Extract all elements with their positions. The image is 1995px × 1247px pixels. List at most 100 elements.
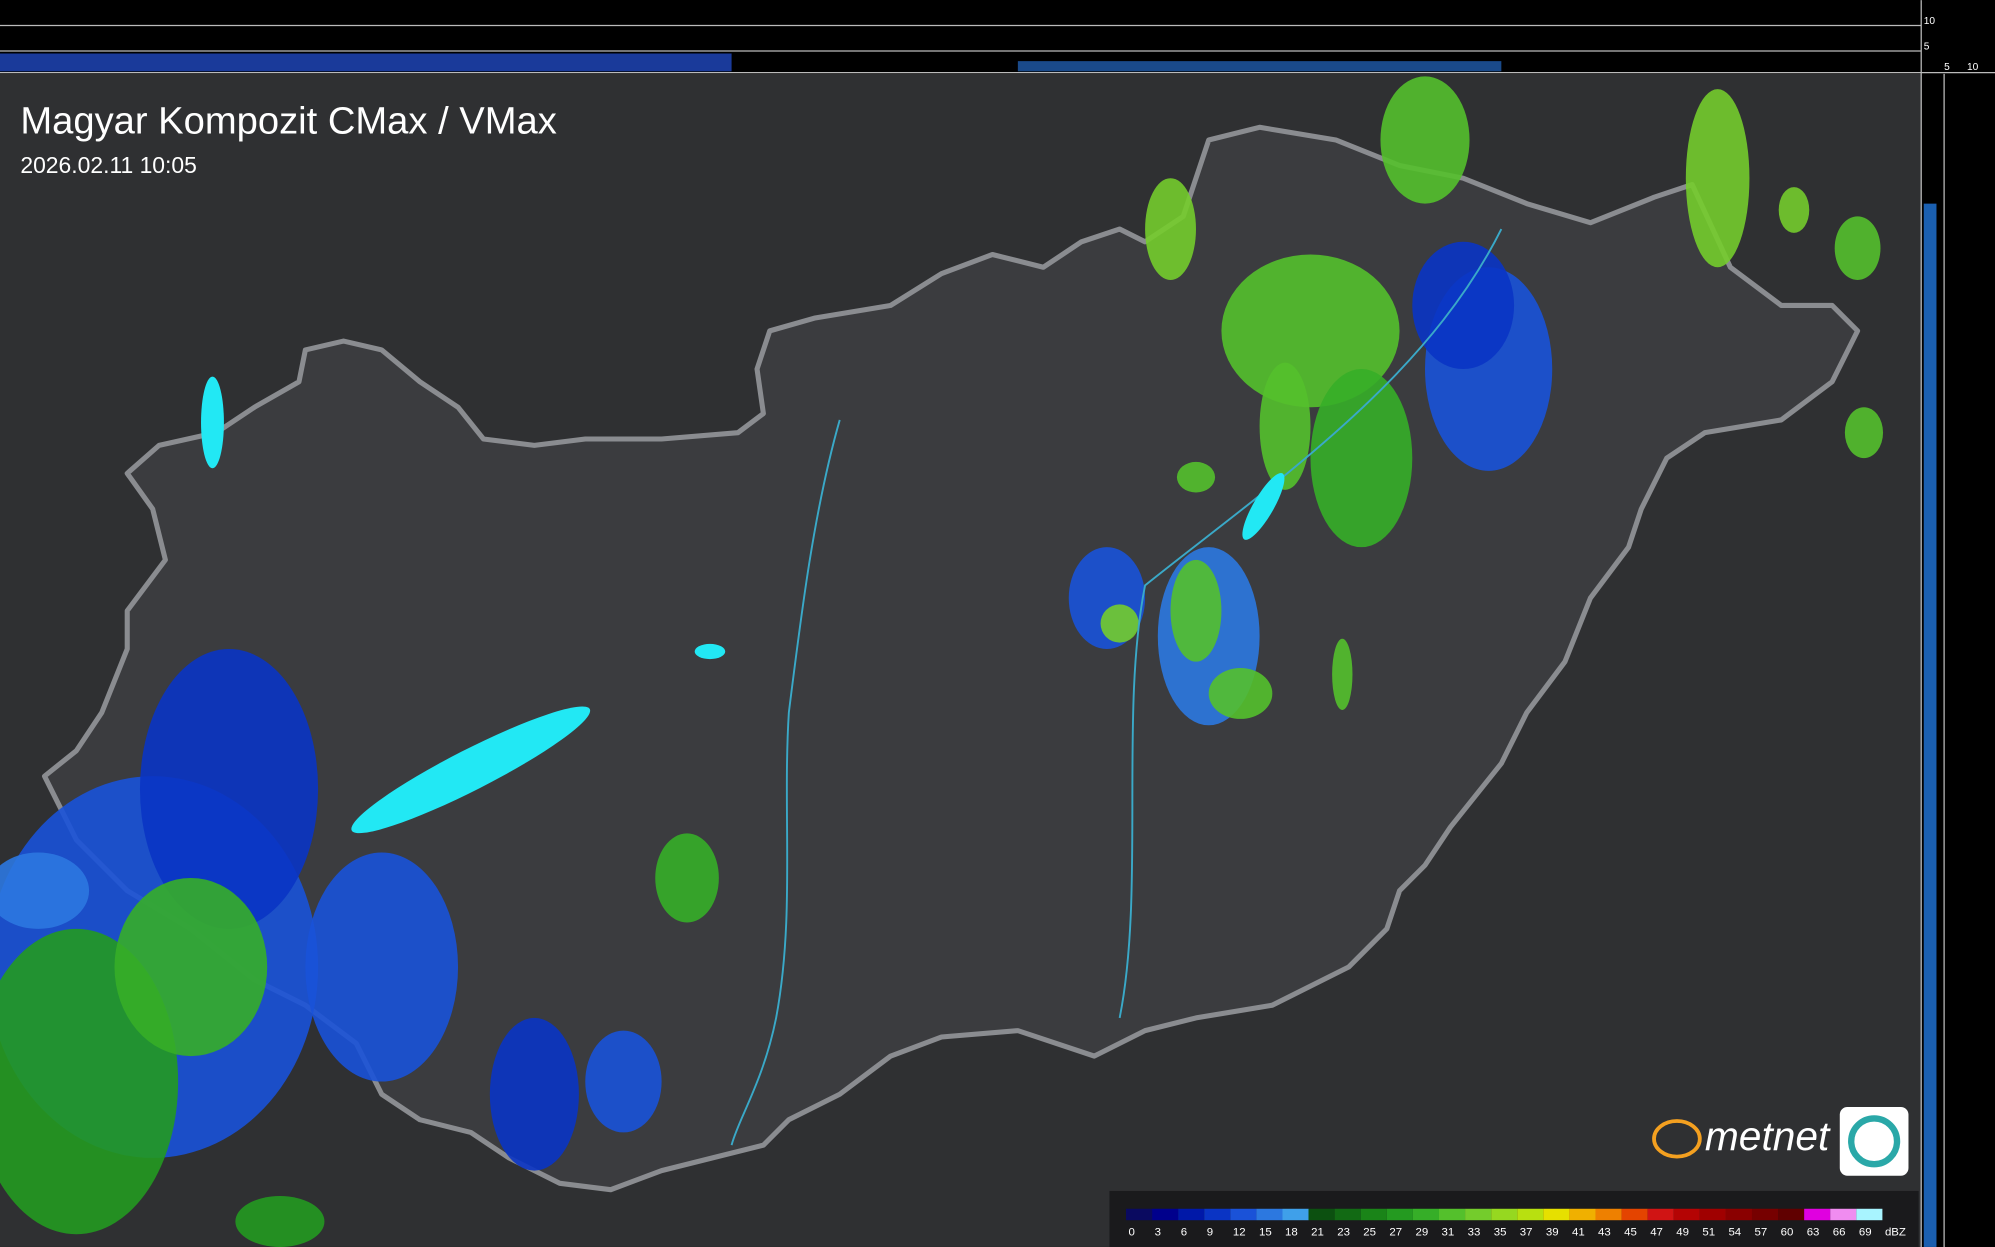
side-strip-echo — [1923, 203, 1937, 1247]
legend-swatch — [1647, 1208, 1674, 1221]
legend-swatch — [1178, 1208, 1205, 1221]
legend-swatch — [1804, 1208, 1831, 1221]
legend-label: 51 — [1702, 1226, 1715, 1238]
legend-label: 43 — [1598, 1226, 1611, 1238]
echo — [1778, 187, 1810, 233]
legend-swatch — [1751, 1208, 1779, 1221]
legend-swatch — [1517, 1208, 1544, 1221]
echo — [655, 833, 719, 923]
echo — [235, 1196, 325, 1247]
legend-swatch — [1491, 1208, 1518, 1221]
legend-swatch — [1360, 1208, 1387, 1221]
legend-swatch — [1699, 1208, 1726, 1221]
echo — [305, 852, 459, 1082]
legend-label: 57 — [1755, 1226, 1768, 1238]
scale-tick: 5 — [1924, 42, 1930, 53]
lake — [201, 376, 224, 469]
legend-label: 54 — [1728, 1226, 1741, 1238]
legend-label: 41 — [1572, 1226, 1585, 1238]
legend-swatch — [1543, 1208, 1570, 1221]
legend-label: 66 — [1833, 1226, 1846, 1238]
echo — [1834, 216, 1881, 280]
legend-label: 37 — [1520, 1226, 1533, 1238]
scale-tick: 10 — [1967, 62, 1979, 73]
legend-label: 69 — [1859, 1226, 1872, 1238]
echo — [1685, 89, 1750, 268]
echo — [0, 852, 90, 929]
legend-swatch — [1308, 1208, 1335, 1221]
legend-swatch — [1282, 1208, 1309, 1221]
lake — [1242, 473, 1285, 540]
echo — [1310, 369, 1413, 548]
logo-text: metnet — [1705, 1113, 1831, 1159]
echo — [139, 648, 319, 929]
legend-swatch — [1595, 1208, 1622, 1221]
echo — [1208, 668, 1273, 719]
legend-swatch — [1412, 1208, 1439, 1221]
echo — [1145, 178, 1196, 280]
legend-label: 21 — [1311, 1226, 1324, 1238]
legend-label: 6 — [1181, 1226, 1187, 1238]
legend-swatch — [1230, 1208, 1257, 1221]
legend-swatch — [1673, 1208, 1700, 1221]
legend-label: 18 — [1285, 1226, 1298, 1238]
echo — [1332, 638, 1353, 711]
river — [730, 419, 841, 1146]
legend-label: 33 — [1468, 1226, 1481, 1238]
echo — [1170, 559, 1222, 662]
echo — [1412, 241, 1515, 370]
legend-label: 23 — [1337, 1226, 1350, 1238]
top-strip-echo — [1017, 61, 1502, 72]
legend-label: 60 — [1781, 1226, 1794, 1238]
legend-label: 25 — [1363, 1226, 1376, 1238]
legend-swatch — [1621, 1208, 1648, 1221]
scale-tick: 5 — [1944, 62, 1950, 73]
logo: metnet — [1652, 1106, 1909, 1176]
legend-label: 12 — [1233, 1226, 1246, 1238]
legend-swatch — [1856, 1208, 1883, 1221]
legend-label: 27 — [1389, 1226, 1402, 1238]
logo-sun — [1652, 1119, 1702, 1159]
legend-swatch — [1386, 1208, 1413, 1221]
legend-label: 63 — [1807, 1226, 1820, 1238]
logo-swirl — [1848, 1115, 1901, 1168]
legend-swatch — [1569, 1208, 1596, 1221]
top-strip-echo — [0, 53, 732, 72]
legend-label: 47 — [1650, 1226, 1663, 1238]
legend-swatch — [1465, 1208, 1492, 1221]
legend-label: 0 — [1129, 1226, 1135, 1238]
legend-label: 9 — [1207, 1226, 1213, 1238]
legend-swatch — [1256, 1208, 1283, 1221]
legend-label: 45 — [1624, 1226, 1637, 1238]
legend-swatch — [1438, 1208, 1466, 1221]
legend-label: 49 — [1676, 1226, 1689, 1238]
echo — [585, 1030, 662, 1133]
legend-label: 29 — [1415, 1226, 1428, 1238]
echo — [1844, 407, 1884, 459]
legend-swatch — [1204, 1208, 1231, 1221]
echo — [1221, 254, 1400, 408]
legend-unit: dBZ — [1885, 1226, 1906, 1238]
legend-swatch — [1725, 1208, 1752, 1221]
legend-label: 39 — [1546, 1226, 1559, 1238]
legend-swatch — [1778, 1208, 1805, 1221]
country-border — [41, 124, 1861, 1193]
echo — [1100, 604, 1139, 643]
legend-swatch — [1126, 1208, 1153, 1221]
echo — [489, 1017, 579, 1171]
legend-swatch — [1830, 1208, 1857, 1221]
echo — [114, 877, 268, 1057]
scale-tick: 10 — [1924, 16, 1936, 27]
legend-label: 3 — [1155, 1226, 1161, 1238]
title: Magyar Kompozit CMax / VMax — [20, 100, 556, 143]
legend-swatch — [1334, 1208, 1361, 1221]
lake — [694, 643, 726, 660]
timestamp: 2026.02.11 10:05 — [20, 152, 197, 178]
river — [1118, 228, 1503, 1019]
echo — [1259, 362, 1311, 490]
legend-label: 31 — [1442, 1226, 1455, 1238]
lake — [351, 706, 591, 834]
legend: 0 3 6 9 12 15 18 21 23 25 27 29 31 33 35 37 39 41 43 45 47 49… — [1126, 1208, 1906, 1238]
